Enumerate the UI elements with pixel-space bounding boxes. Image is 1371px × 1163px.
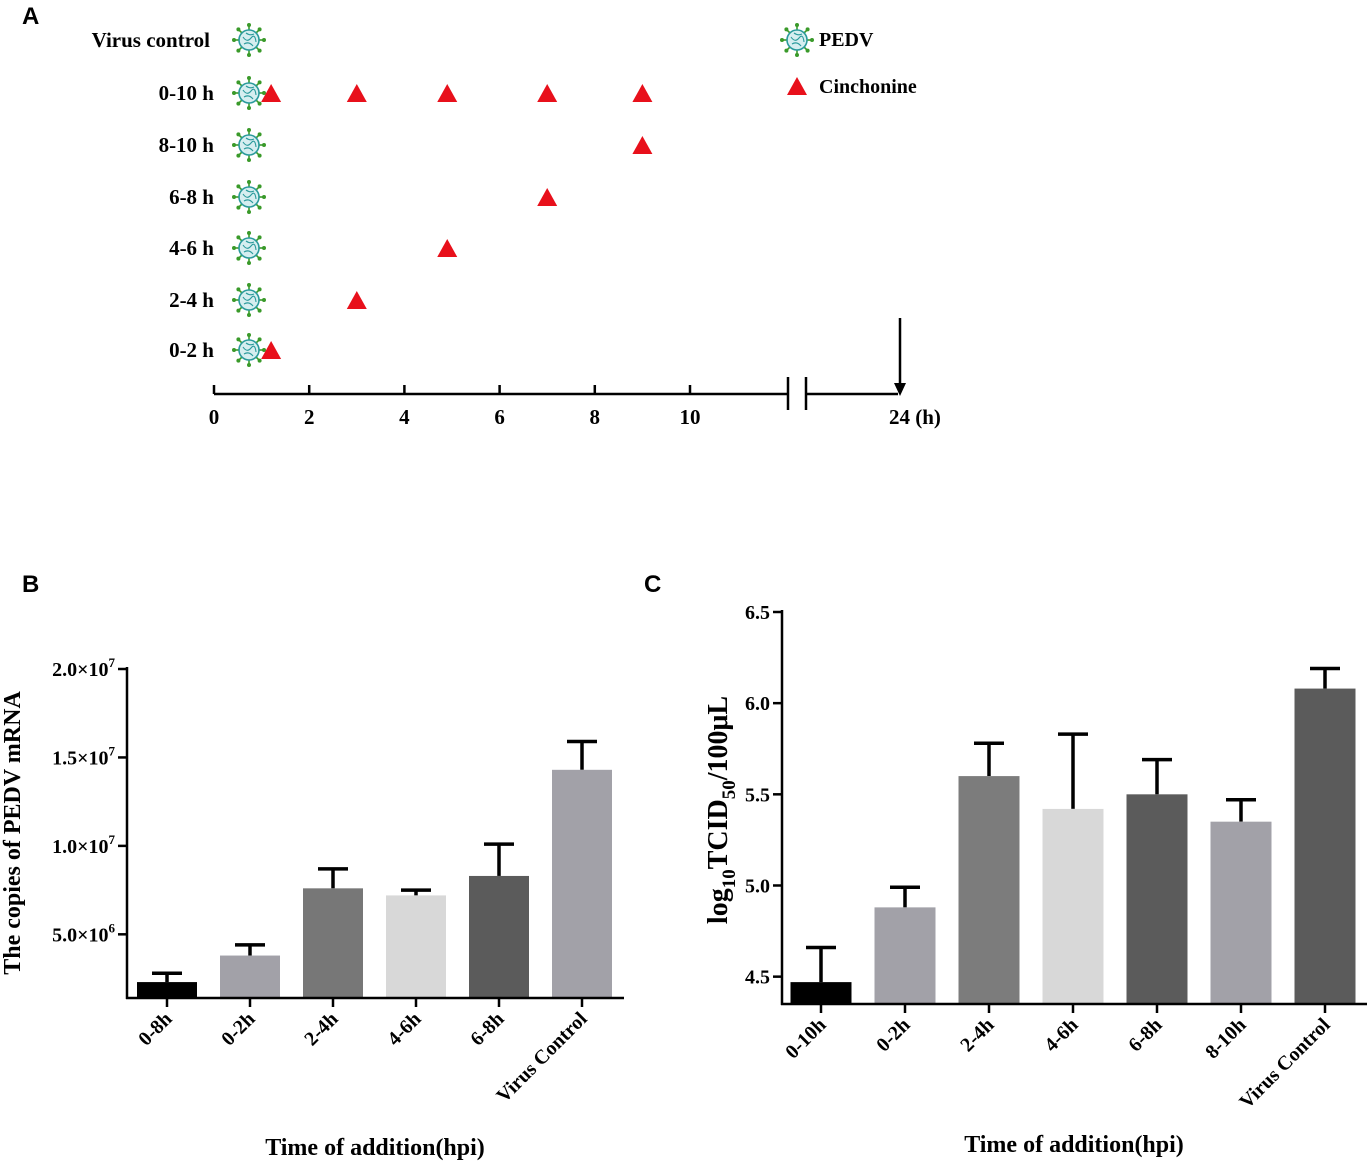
timeline-row: 8-10 h: [159, 127, 653, 163]
bar: [303, 888, 363, 998]
y-tick-label: 5.0×106: [52, 920, 115, 946]
cinchonine-triangle: [437, 84, 458, 102]
cinchonine-triangle: [261, 341, 282, 359]
cinchonine-triangle: [346, 84, 367, 102]
chart-c: 4.5 5.0 5.5 6.0 6.5 0-10h 0-2h 2-4h 4-6h 6-8h 8-10…: [703, 602, 1367, 1158]
timeline-row: 2-4 h: [169, 282, 367, 318]
x-tick-label: 4-6h: [1040, 1014, 1082, 1056]
y-tick-label: 5.5: [745, 784, 770, 806]
axis-ticks: 0 2 4 6 8 10: [209, 385, 701, 429]
x-tick-label: 0-8h: [134, 1008, 176, 1050]
bar: [552, 769, 612, 998]
cinchonine-triangle: [437, 239, 458, 257]
timeline-row: Virus control: [92, 22, 267, 58]
cinchonine-triangle: [537, 84, 558, 102]
y-tick-label: 2.0×107: [52, 655, 115, 681]
y-tick-label: 4.5: [745, 967, 770, 989]
axis-tick-label: 4: [399, 405, 410, 429]
bar: [1042, 808, 1104, 1004]
x-tick-label: 2-4h: [300, 1008, 342, 1050]
timeline-row: 6-8 h: [169, 179, 558, 215]
cinchonine-triangle: [346, 291, 367, 309]
row-label: Virus control: [92, 28, 211, 52]
bar: [220, 955, 280, 998]
timeline-row: 4-6 h: [169, 230, 458, 266]
coronavirus-icon: [231, 179, 267, 215]
y-axis-title: The copies of PEDV mRNA: [0, 691, 26, 975]
row-label: 6-8 h: [169, 185, 214, 209]
cinchonine-triangle: [537, 188, 558, 206]
bar: [958, 776, 1020, 1004]
x-axis-title: Time of addition(hpi): [265, 1135, 485, 1161]
axis-tick-label: 10: [680, 405, 701, 429]
axis-tick-label: 8: [590, 405, 601, 429]
bar: [469, 875, 529, 998]
timeline-legend: PEDV Cinchonine: [779, 22, 917, 98]
legend-drug-label: Cinchonine: [819, 76, 917, 98]
panel-a-letter: A: [22, 3, 39, 30]
y-axis-title: log10TCID50/100μL: [703, 696, 740, 924]
x-tick-label: 0-10h: [781, 1014, 830, 1063]
bar: [386, 895, 446, 998]
panel-c-letter: C: [644, 571, 661, 598]
timeline-row: 0-10 h: [159, 75, 653, 111]
axis-tick-label: 0: [209, 405, 220, 429]
coronavirus-icon: [231, 22, 267, 58]
coronavirus-icon: [231, 127, 267, 163]
x-tick-label: 6-8h: [466, 1008, 508, 1050]
axis-tick-label: 2: [304, 405, 315, 429]
panel-a-timeline: Virus control 0-10 h 8-10 h 6-8 h 4-6 h 2-4 h…: [92, 22, 941, 429]
y-tick-label: 5.0: [745, 875, 770, 897]
bar: [874, 907, 936, 1004]
y-tick-label: 6.5: [745, 602, 770, 624]
x-tick-label: Virus Control: [1235, 1014, 1335, 1114]
timeline-rows: Virus control 0-10 h 8-10 h 6-8 h 4-6 h 2-4 h…: [92, 22, 653, 368]
x-tick-label: 6-8h: [1124, 1014, 1166, 1056]
x-tick-label: 0-2h: [217, 1008, 259, 1050]
coronavirus-icon: [231, 75, 267, 111]
coronavirus-icon: [231, 332, 267, 368]
y-tick-label: 6.0: [745, 693, 770, 715]
chart-b: 5.0×106 1.0×107 1.5×107 2.0×107 0-8h 0-2h 2-4h…: [0, 655, 624, 1161]
cinchonine-triangle: [261, 84, 282, 102]
panel-b-letter: B: [22, 571, 39, 598]
bar: [1126, 794, 1188, 1004]
legend-triangle-icon: [787, 77, 807, 95]
cinchonine-triangle: [632, 84, 653, 102]
x-tick-label: 0-2h: [872, 1014, 914, 1056]
bar: [1210, 821, 1272, 1004]
cinchonine-triangle: [632, 136, 653, 154]
y-tick-label: 1.5×107: [52, 743, 115, 769]
row-label: 2-4 h: [169, 288, 214, 312]
bar: [1294, 688, 1356, 1004]
timeline-axis: 0 2 4 6 8 10 24 (h): [209, 318, 941, 429]
coronavirus-icon: [231, 230, 267, 266]
legend-virus-label: PEDV: [819, 29, 874, 51]
bar: [137, 982, 197, 998]
axis-end-label: 24 (h): [889, 405, 941, 429]
row-label: 0-2 h: [169, 338, 214, 362]
bar: [790, 982, 852, 1004]
legend-virus-icon: [779, 22, 815, 58]
coronavirus-icon: [231, 282, 267, 318]
x-tick-label: 4-6h: [383, 1008, 425, 1050]
row-label: 0-10 h: [159, 81, 215, 105]
x-axis-title: Time of addition(hpi): [964, 1132, 1184, 1158]
y-tick-label: 1.0×107: [52, 832, 115, 858]
axis-tick-label: 6: [494, 405, 505, 429]
row-label: 8-10 h: [159, 133, 215, 157]
endpoint-arrow-head: [894, 383, 906, 396]
x-tick-label: 2-4h: [956, 1014, 998, 1056]
timeline-row: 0-2 h: [169, 332, 282, 368]
x-tick-label: 8-10h: [1201, 1014, 1250, 1063]
row-label: 4-6 h: [169, 236, 214, 260]
